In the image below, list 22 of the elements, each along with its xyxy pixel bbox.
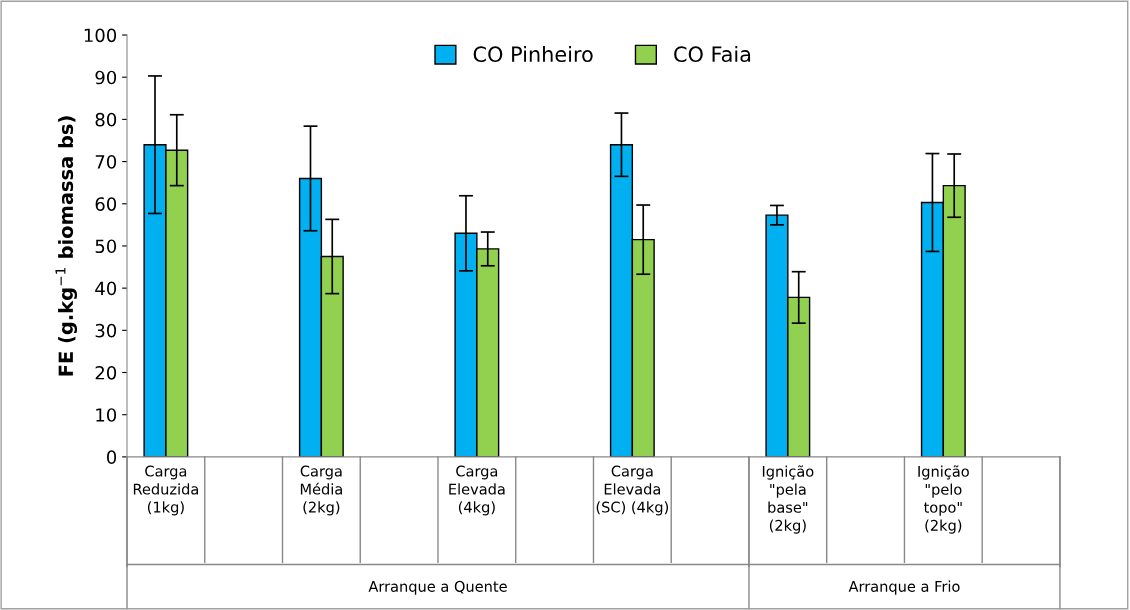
y-tick-label: 60 bbox=[95, 197, 117, 211]
y-tick-label: 70 bbox=[95, 155, 117, 169]
y-tick-label: 50 bbox=[95, 239, 117, 254]
y-tick-label: 10 bbox=[96, 408, 117, 422]
x-tick-label: Ignição "pelo topo" (2kg) bbox=[918, 465, 969, 534]
y-tick-label: 40 bbox=[95, 281, 117, 296]
text: Arranque a Frio bbox=[848, 580, 960, 595]
legend-label: CO Pinheiro bbox=[473, 45, 593, 63]
x-tick-label: Carga Elevada (4kg) bbox=[449, 465, 505, 516]
y-tick-label: 100 bbox=[84, 28, 117, 43]
x-tick-label: Carga Elevada (SC) (4kg) bbox=[596, 465, 668, 516]
y-tick-label: 30 bbox=[95, 323, 117, 338]
text: Arranque a Quente bbox=[368, 580, 507, 595]
y-tick-label: 90 bbox=[95, 70, 117, 85]
x-tick-label: Carga Reduzida (1kg) bbox=[133, 465, 198, 516]
y-tick-label: 0 bbox=[106, 450, 117, 465]
y-axis-title: FE (g.kg$^{−1}$ biomassa bs) bbox=[55, 116, 78, 376]
y-tick-label: 20 bbox=[95, 365, 117, 380]
y-tick-label: 80 bbox=[95, 112, 117, 127]
x-tick-label: Carga Média (2kg) bbox=[300, 465, 342, 516]
legend-label: CO Faia bbox=[674, 45, 751, 63]
x-tick-label: Ignição "pela base" (2kg) bbox=[762, 465, 814, 534]
